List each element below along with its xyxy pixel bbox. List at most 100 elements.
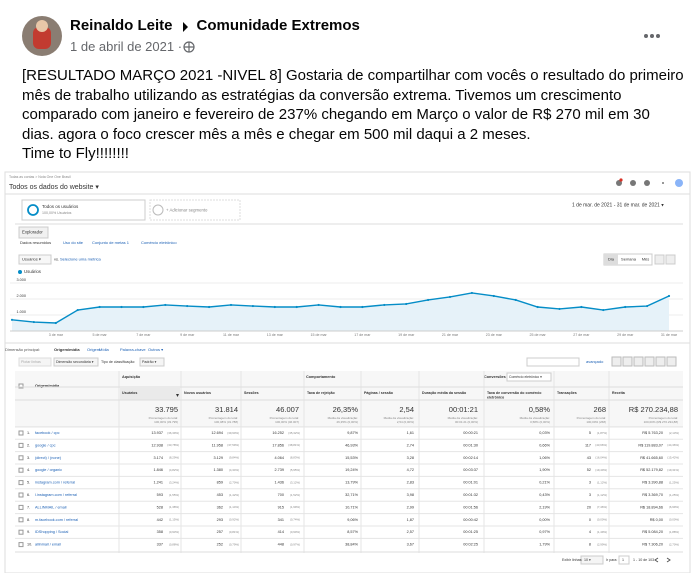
add-segment[interactable]: + Adicionar segmento bbox=[166, 208, 208, 213]
segment-box[interactable] bbox=[21, 199, 146, 221]
more-menu[interactable] bbox=[644, 34, 660, 38]
rows-value[interactable]: 10 ▾ bbox=[584, 558, 591, 562]
row-label[interactable]: ALLINMAIL / email bbox=[35, 505, 67, 509]
chart-icon[interactable] bbox=[654, 254, 665, 265]
checkbox[interactable] bbox=[18, 529, 24, 535]
view-selector[interactable]: Todos os dados do website ▾ bbox=[9, 184, 99, 191]
cell-share: (38,81%) bbox=[288, 443, 300, 447]
post-date[interactable]: 1 de abril de 2021 · bbox=[70, 39, 183, 54]
tab-box[interactable] bbox=[18, 226, 49, 239]
search-box[interactable] bbox=[526, 357, 580, 367]
checkbox[interactable] bbox=[18, 467, 24, 473]
row-label[interactable]: google / cpc bbox=[35, 443, 56, 447]
row-label[interactable]: m.facebook.com / referral bbox=[35, 518, 78, 522]
cell-value: R$ 41.665,60 bbox=[640, 456, 663, 460]
advanced-link[interactable]: avançado bbox=[586, 359, 604, 364]
subtab[interactable]: Dados resumidos bbox=[20, 240, 51, 245]
checkbox[interactable] bbox=[18, 504, 24, 510]
period-button[interactable]: Mês bbox=[642, 257, 650, 262]
secondary-select[interactable] bbox=[53, 357, 99, 367]
dimension-option[interactable]: Origem/mídia bbox=[54, 347, 80, 352]
users-point bbox=[273, 305, 276, 309]
column-header[interactable]: Transações bbox=[557, 391, 577, 395]
cell-value: 8 bbox=[589, 543, 591, 547]
vs-label: vs. bbox=[54, 257, 59, 262]
dimension-option[interactable]: Outros ▾ bbox=[148, 347, 163, 352]
column-header[interactable]: Sessões bbox=[244, 391, 259, 395]
checkbox[interactable] bbox=[18, 492, 24, 498]
conversion-select[interactable] bbox=[506, 372, 552, 382]
cell-share: (1,25%) bbox=[669, 493, 679, 497]
cell-share: (6,99%) bbox=[669, 505, 679, 509]
secondary-dimension[interactable]: Dimensão secundária ▾ bbox=[56, 360, 94, 364]
column-header[interactable]: eletrônico bbox=[487, 395, 505, 399]
cell-share: (0,00%) bbox=[669, 518, 679, 522]
metric-link[interactable]: Selecione uma métrica bbox=[60, 257, 101, 262]
author[interactable]: Reinaldo Leite bbox=[70, 17, 173, 34]
period-active bbox=[604, 254, 618, 265]
checkbox[interactable] bbox=[18, 480, 24, 486]
period-button[interactable]: Semana bbox=[621, 257, 637, 262]
subtab[interactable]: Comércio eletrônico bbox=[141, 240, 177, 245]
cell-value: R$ 52.179,82 bbox=[640, 468, 663, 472]
total-note: 100,00% (R$ 270.234,88) bbox=[644, 420, 678, 424]
tab[interactable]: Explorador bbox=[22, 230, 43, 235]
column-header[interactable]: Taxa de conversão do comércio bbox=[487, 391, 542, 395]
total-value: 2,54 bbox=[399, 405, 414, 414]
cell-value: 1.846 bbox=[153, 468, 163, 472]
row-label[interactable]: instagram.com / referral bbox=[35, 481, 75, 485]
plot-button[interactable] bbox=[18, 357, 52, 367]
cell-share: (33,78%) bbox=[167, 443, 179, 447]
column-header[interactable]: Novos usuários bbox=[184, 391, 211, 395]
total-note: Porcentagem do total: bbox=[270, 416, 300, 420]
period-button[interactable]: Dia bbox=[608, 257, 615, 262]
row-label[interactable]: l.instagram.com / referral bbox=[35, 493, 77, 497]
chart-icon[interactable] bbox=[665, 254, 676, 265]
sort-select[interactable] bbox=[139, 357, 165, 367]
y-tick-label: 3.000 bbox=[16, 278, 26, 282]
column-header[interactable]: Receita bbox=[612, 391, 626, 395]
pager-arrows[interactable] bbox=[654, 557, 671, 563]
cell-share: (0,79%) bbox=[229, 542, 239, 546]
column-group: Aquisição bbox=[122, 375, 141, 379]
checkbox[interactable] bbox=[18, 383, 24, 389]
goto-box[interactable] bbox=[618, 555, 630, 565]
checkbox[interactable] bbox=[18, 455, 24, 461]
users-point bbox=[54, 321, 57, 325]
column-header[interactable]: Duração média da sessão bbox=[422, 391, 467, 395]
column-header[interactable]: Páginas / sessão bbox=[364, 391, 394, 395]
dimension-option[interactable]: Origem bbox=[87, 347, 101, 352]
date-range[interactable]: 1 de mar. de 2021 - 31 de mar. de 2021 ▾ bbox=[572, 202, 664, 208]
metric-select[interactable] bbox=[18, 254, 52, 265]
row-label[interactable]: allinmail / email bbox=[35, 543, 61, 547]
column-header[interactable]: Taxa de rejeição bbox=[307, 391, 336, 395]
dimension-option[interactable]: Mídia bbox=[99, 347, 110, 352]
view-icons[interactable] bbox=[611, 356, 677, 367]
dimension-option[interactable]: Palavra-chave bbox=[120, 347, 146, 352]
checkbox[interactable] bbox=[18, 442, 24, 448]
row-label[interactable]: google / organic bbox=[35, 468, 62, 472]
users-point bbox=[602, 308, 605, 312]
checkbox[interactable] bbox=[18, 430, 24, 436]
cell-value: 16.252 bbox=[272, 431, 284, 435]
sort-value[interactable]: Padrão ▾ bbox=[142, 360, 157, 364]
row-label[interactable]: IDShopping / Social bbox=[35, 530, 69, 534]
column-header[interactable]: Usuários bbox=[122, 391, 137, 395]
subtab[interactable]: Uso do site bbox=[63, 240, 84, 245]
cell-value: 43 bbox=[587, 456, 591, 460]
subtab[interactable]: Conjunto de metas 1 bbox=[92, 240, 130, 245]
row-label[interactable]: facebook / cpc bbox=[35, 431, 60, 435]
dimension-label: Dimensão principal: bbox=[5, 347, 40, 352]
column-header[interactable]: Origem/mídia bbox=[35, 384, 60, 388]
group[interactable]: Comunidade Extremos bbox=[196, 17, 360, 34]
cell-value: 2.739 bbox=[274, 468, 284, 472]
plot-rows[interactable]: Plotar linhas bbox=[21, 360, 41, 364]
cell-value: 32,71% bbox=[345, 493, 359, 497]
row-label[interactable]: (direct) / (none) bbox=[35, 456, 62, 460]
checkbox[interactable] bbox=[18, 517, 24, 523]
checkbox[interactable] bbox=[18, 542, 24, 548]
rows-select[interactable] bbox=[580, 555, 604, 565]
add-segment-box[interactable] bbox=[149, 199, 241, 221]
cell-share: (19,40%) bbox=[595, 468, 607, 472]
goto-value[interactable]: 1 bbox=[622, 558, 624, 562]
